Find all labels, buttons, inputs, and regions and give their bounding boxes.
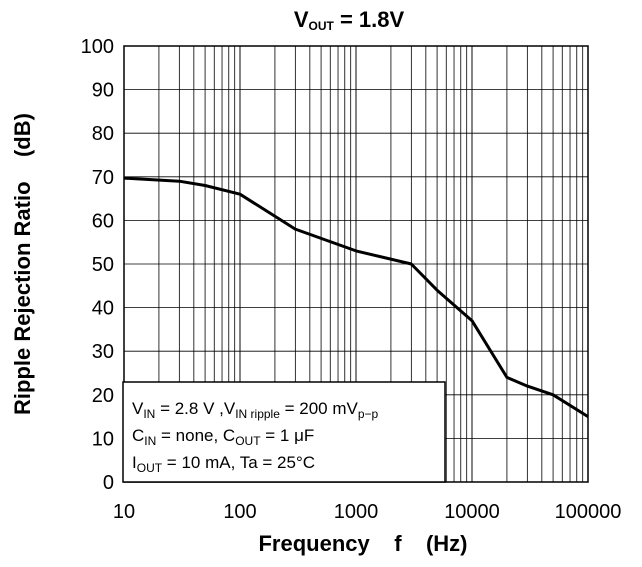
x-tick-label: 100000 bbox=[555, 501, 622, 523]
x-tick-label: 100 bbox=[223, 501, 256, 523]
y-tick-label: 80 bbox=[92, 123, 114, 145]
x-tick-label: 1000 bbox=[334, 501, 379, 523]
y-tick-label: 0 bbox=[103, 472, 114, 494]
x-axis-label: Frequency f (Hz) bbox=[258, 531, 467, 556]
annotation-box bbox=[122, 381, 446, 483]
series-line bbox=[123, 176, 589, 418]
x-tick-label: 10000 bbox=[444, 501, 500, 523]
conditions-annotation: VIN = 2.8 V ,VIN ripple = 200 mVp−p CIN … bbox=[122, 381, 446, 483]
x-tick-labels: 10 100 1000 10000 100000 bbox=[113, 501, 622, 523]
y-tick-label: 70 bbox=[92, 167, 114, 189]
y-tick-label: 30 bbox=[92, 341, 114, 363]
x-tick-label: 10 bbox=[113, 501, 135, 523]
y-axis-label: Ripple Rejection Ratio (dB) bbox=[10, 113, 35, 415]
annotation-line-3: IOUT = 10 mA, Ta = 25°C bbox=[132, 453, 315, 475]
y-tick-label: 40 bbox=[92, 298, 114, 320]
y-tick-label: 100 bbox=[81, 36, 114, 58]
series-layer bbox=[123, 176, 589, 418]
y-tick-label: 50 bbox=[92, 254, 114, 276]
chart-title: VOUT = 1.8V bbox=[294, 7, 405, 33]
annotation-line-2: CIN = none, COUT = 1 μF bbox=[132, 426, 314, 448]
annotation-line-1: VIN = 2.8 V ,VIN ripple = 200 mVp−p bbox=[132, 399, 379, 421]
y-tick-label: 60 bbox=[92, 210, 114, 232]
y-tick-labels: 0 10 20 30 40 50 60 70 80 90 100 bbox=[81, 36, 114, 494]
y-tick-label: 20 bbox=[92, 385, 114, 407]
y-tick-label: 10 bbox=[92, 428, 114, 450]
y-tick-label: 90 bbox=[92, 80, 114, 102]
